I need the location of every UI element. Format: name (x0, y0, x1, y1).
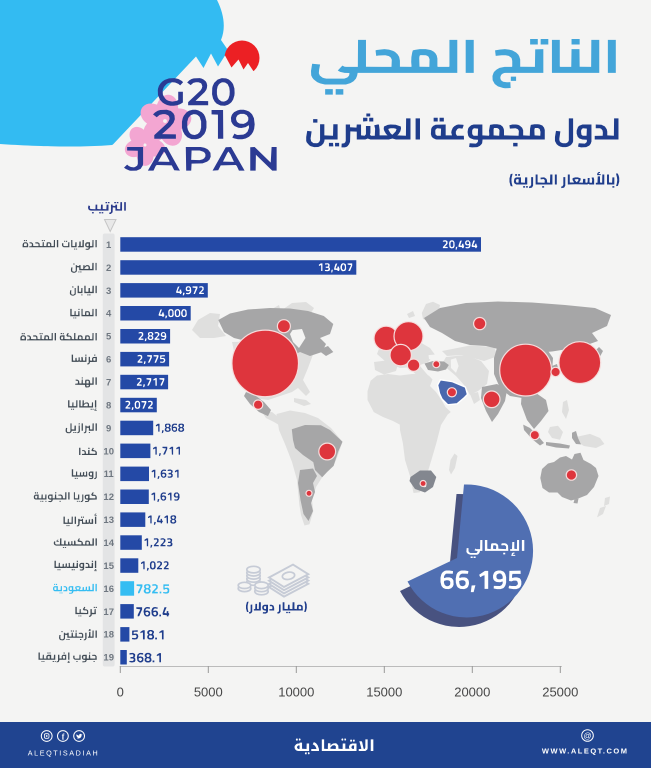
svg-text:0: 0 (117, 685, 124, 700)
svg-text:15000: 15000 (366, 685, 402, 700)
svg-text:1: 1 (106, 240, 112, 251)
svg-text:4: 4 (106, 309, 112, 320)
svg-text:2: 2 (106, 263, 111, 274)
svg-text:ALEQTISADIAH: ALEQTISADIAH (28, 749, 100, 758)
svg-text:8: 8 (106, 400, 111, 411)
svg-text:16: 16 (103, 584, 114, 595)
svg-text:11: 11 (104, 469, 115, 480)
svg-text:15: 15 (103, 561, 114, 572)
svg-text:3: 3 (106, 286, 111, 297)
svg-text:10000: 10000 (278, 685, 314, 700)
svg-text:10: 10 (103, 446, 114, 457)
svg-text:5: 5 (106, 332, 112, 343)
svg-text:7: 7 (106, 378, 111, 389)
svg-text:f: f (62, 732, 65, 741)
svg-text:@: @ (583, 732, 591, 741)
svg-text:WWW.ALEQT.COM: WWW.ALEQT.COM (542, 747, 629, 756)
svg-text:19: 19 (103, 653, 114, 664)
svg-text:25000: 25000 (542, 685, 578, 700)
svg-text:12: 12 (103, 492, 114, 503)
svg-text:18: 18 (103, 630, 114, 641)
svg-text:14: 14 (103, 538, 114, 549)
svg-text:6: 6 (106, 355, 111, 366)
svg-text:13: 13 (103, 515, 114, 526)
svg-text:17: 17 (103, 607, 114, 618)
svg-text:9: 9 (106, 423, 111, 434)
svg-text:5000: 5000 (194, 685, 223, 700)
svg-text:20000: 20000 (454, 685, 490, 700)
